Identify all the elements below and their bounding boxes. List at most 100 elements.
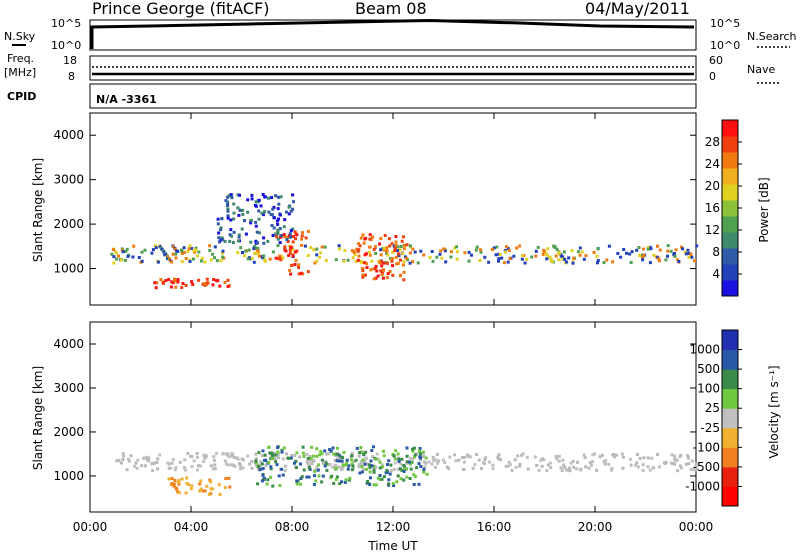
power-cell [186,249,190,253]
power-cell [230,196,234,200]
velocity-cell [540,464,544,468]
velocity-cell [293,454,297,458]
power-cell [211,283,215,287]
power-cell [221,255,225,259]
velocity-cell [641,463,645,467]
velocity-cell [673,454,676,458]
velocity-cell [621,466,625,470]
power-cell [306,254,310,257]
velocity-cell [173,468,177,472]
velocity-cell [315,454,319,458]
power-cell [474,248,478,252]
power-cell [666,244,670,248]
power-colorbar-swatch [722,120,738,137]
power-cell [219,238,223,242]
power-cell [382,248,386,252]
velocity-cell [405,446,409,450]
velocity-cell [311,454,315,458]
power-cell [276,222,280,226]
power-cell [443,249,447,253]
power-cell [391,273,395,277]
power-cell [467,250,471,254]
power-cell [171,252,175,256]
velocity-cell [504,465,508,468]
power-cell [664,258,668,262]
velocity-cell [355,446,359,450]
power-cell [241,213,245,216]
power-colorbar-swatch [722,168,738,185]
power-cell [171,281,175,285]
velocity-cell [434,458,438,462]
velocity-cell [305,452,309,456]
velocity-cell [679,453,683,457]
power-cell [487,260,491,264]
power-cell [292,200,295,204]
velocity-cell [339,468,343,472]
power-cell [277,202,281,206]
power-cell [323,245,327,249]
velocity-cell [650,456,654,460]
power-data-regions [110,193,699,290]
velocity-cell [549,466,553,470]
velocity-cell [389,463,393,467]
power-cell [400,239,404,243]
power-cell [497,259,500,263]
velocity-cell [226,453,230,457]
power-cell [173,247,177,251]
power-cell [276,237,280,241]
velocity-cell [562,463,566,467]
power-cell [232,217,236,221]
velocity-cell [122,454,125,458]
velocity-cell [694,463,698,467]
power-cell [238,208,242,212]
velocity-cell [516,454,520,458]
velocity-cell [406,460,409,464]
velocity-cell [497,453,501,457]
power-cell [394,243,398,247]
power-cell [192,257,195,261]
velocity-cell [435,452,439,456]
velocity-cell [142,456,146,460]
power-cell [151,248,155,252]
power-cell [595,254,599,258]
velocity-cell [389,469,393,473]
power-cell [254,239,258,243]
velocity-cell [195,451,199,455]
power-cell [681,247,685,251]
velocity-cell [295,451,299,455]
power-cell [196,254,200,258]
power-cell [243,254,246,258]
velocity-cell [545,469,549,472]
power-cell [131,255,135,259]
power-cell [271,234,275,237]
velocity-cell [431,455,435,459]
power-cell [374,251,378,255]
power-cell [271,207,275,211]
power-cell [689,252,693,256]
power-cell [288,232,292,236]
velocity-cell [648,468,652,472]
power-cell [346,258,350,262]
power-cell [455,245,459,249]
power-cell [194,246,198,250]
power-cell [555,247,559,251]
velocity-cell [203,489,207,493]
power-cell [257,251,260,255]
velocity-cell [479,467,483,470]
power-cell [545,257,549,261]
power-cell [372,248,376,251]
power-cell [357,248,361,252]
power-cell [289,209,293,213]
velocity-cell [228,485,232,489]
power-cell [200,256,204,260]
freq-label: Freq. [7,52,34,65]
power-cell [170,260,174,264]
velocity-cell [261,467,265,471]
velocity-cell [328,448,332,451]
velocity-cell [387,482,391,486]
power-cell [596,261,599,265]
power-cell [455,257,459,261]
velocity-cell [590,463,593,467]
velocity-cell [399,462,403,466]
velocity-cell [300,475,304,479]
